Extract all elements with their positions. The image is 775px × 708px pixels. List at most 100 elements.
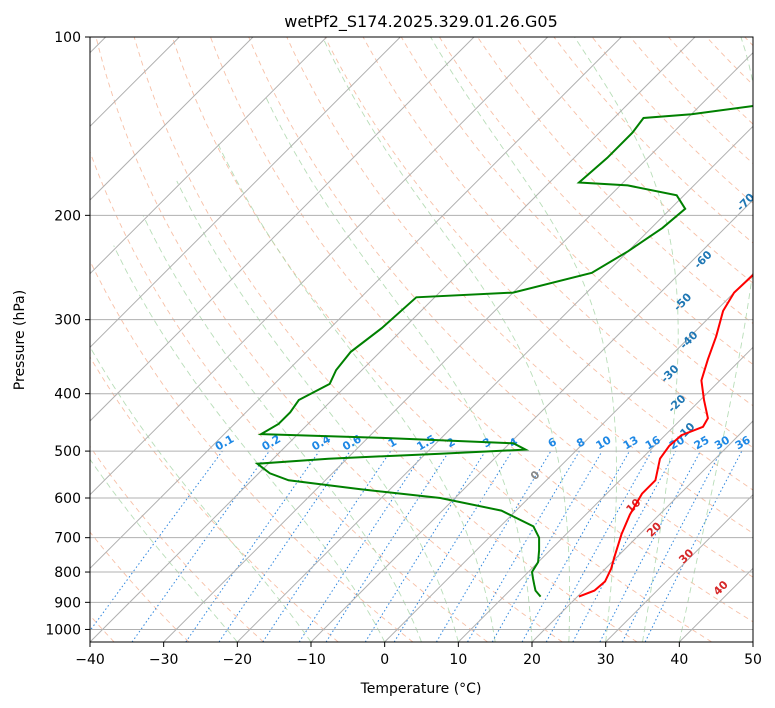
axes: −40 −30 −20 −10 0 10 20 30 40 5010020030040050060… xyxy=(45,30,762,668)
mixing-ratio-label: 0.6 xyxy=(340,432,364,453)
mixing-ratio-line xyxy=(131,450,270,642)
temperature-profile xyxy=(578,273,753,598)
y-tick-label: 600 xyxy=(54,491,81,507)
y-tick-label: 800 xyxy=(54,565,81,581)
isotherm-gridline xyxy=(90,37,622,570)
isotherm-gridline xyxy=(90,37,328,275)
dry-adiabat xyxy=(90,531,190,642)
dry-adiabat xyxy=(210,37,753,623)
isotherm-gridline xyxy=(90,37,254,201)
x-tick-label: −10 xyxy=(296,652,326,668)
dry-adiabat xyxy=(90,445,264,642)
mixing-ratio-line xyxy=(521,450,630,642)
dry-adiabat-label: -70 xyxy=(734,190,757,213)
isotherm-gridline xyxy=(752,641,753,642)
isotherm-gridline xyxy=(457,346,753,642)
mixing-ratio-label: 6 xyxy=(546,435,559,450)
x-tick-label: 20 xyxy=(523,652,541,668)
mixing-ratio-line xyxy=(262,450,392,642)
moist-adiabat-label: 0 xyxy=(528,468,543,483)
dry-adiabat-label: -60 xyxy=(691,248,714,271)
isotherm-gridline xyxy=(90,37,475,422)
dry-adiabat xyxy=(248,37,753,578)
mixing-ratio-label: 10 xyxy=(594,433,614,452)
y-tick-label: 1000 xyxy=(45,622,81,638)
mixing-ratio-label: 1.5 xyxy=(414,432,437,453)
x-tick-label: 10 xyxy=(449,652,467,668)
dry-adiabat xyxy=(744,37,753,47)
plot-area: -100-90-80-70-60-50-40-30-20-100.1 0.2 0.4… xyxy=(90,37,775,642)
dry-adiabat xyxy=(90,259,414,642)
moist-adiabat-label: 10 xyxy=(624,496,644,516)
dry-adiabat xyxy=(439,37,753,365)
mixing-ratio-line xyxy=(545,450,653,642)
y-tick-label: 900 xyxy=(54,595,81,611)
dry-adiabat xyxy=(706,37,753,86)
mixing-ratio-line xyxy=(218,450,351,642)
dry-adiabat-label: -30 xyxy=(658,362,681,385)
x-tick-label: 50 xyxy=(744,652,762,668)
dry-adiabat xyxy=(553,37,753,244)
y-tick-label: 500 xyxy=(54,444,81,460)
dry-adiabat xyxy=(90,150,488,642)
mixing-ratio-line xyxy=(467,450,580,642)
mixing-ratio-label: 13 xyxy=(621,433,641,452)
isotherm-gridline xyxy=(531,420,753,642)
mixing-ratio-label: 8 xyxy=(574,435,587,450)
dry-adiabat-label: -40 xyxy=(677,328,700,351)
mixing-ratio-label: 30 xyxy=(712,433,732,452)
mixing-ratio-line xyxy=(325,450,450,642)
plot-frame xyxy=(89,36,754,643)
chart-title: wetPf2_S174.2025.329.01.26.G05 xyxy=(284,12,558,32)
mixing-ratio-line xyxy=(644,450,743,642)
mixing-ratio-line xyxy=(393,450,513,642)
isotherm-gridline xyxy=(605,493,753,642)
y-tick-label: 200 xyxy=(54,208,81,224)
isotherm-gridline xyxy=(310,199,753,642)
dry-adiabat-label: -90 xyxy=(767,106,775,129)
x-tick-label: 40 xyxy=(670,652,688,668)
dry-adiabat-label: -50 xyxy=(671,290,694,313)
y-tick-label: 100 xyxy=(54,30,81,46)
moist-adiabat xyxy=(574,37,679,642)
x-tick-label: −30 xyxy=(149,652,179,668)
y-axis-title: Pressure (hPa) xyxy=(12,290,28,390)
dry-adiabat-label: -20 xyxy=(665,392,688,415)
y-tick-label: 400 xyxy=(54,387,81,403)
isotherm-gridline xyxy=(384,272,753,642)
isotherm-gridline xyxy=(90,37,401,349)
moist-adiabat xyxy=(264,94,533,642)
moist-adiabat xyxy=(90,458,238,642)
dry-adiabat xyxy=(515,37,753,284)
y-tick-label: 300 xyxy=(54,313,81,329)
isotherm-gridline xyxy=(236,125,753,642)
mixing-ratio-label: 0.1 xyxy=(213,432,236,453)
moist-adiabat xyxy=(90,345,312,642)
mixing-ratio-line xyxy=(185,450,320,642)
mixing-ratio-line xyxy=(364,450,486,642)
x-tick-label: 0 xyxy=(380,652,389,668)
x-tick-label: −20 xyxy=(223,652,253,668)
mixing-ratio-line xyxy=(90,450,223,632)
y-tick-label: 700 xyxy=(54,531,81,547)
mixing-ratio-line xyxy=(572,450,677,642)
mixing-ratio-line xyxy=(599,450,701,642)
x-axis-title: Temperature (°C) xyxy=(360,681,482,697)
moist-adiabat xyxy=(113,245,386,642)
moist-adiabat-label: 40 xyxy=(711,578,731,598)
x-tick-label: −40 xyxy=(75,652,105,668)
mixing-ratio-label: 16 xyxy=(643,433,663,452)
dry-adiabat xyxy=(400,37,753,407)
dry-adiabat-label: -100 xyxy=(760,49,775,78)
isotherm-gridline xyxy=(90,37,549,496)
moist-adiabat xyxy=(176,180,459,642)
moist-adiabat xyxy=(430,37,617,642)
dewpoint-profile xyxy=(254,104,753,598)
dry-adiabat xyxy=(95,37,563,642)
x-tick-label: 30 xyxy=(597,652,615,668)
moist-adiabat xyxy=(322,37,571,642)
isotherm-gridline xyxy=(163,51,753,642)
dry-adiabat xyxy=(90,356,339,642)
